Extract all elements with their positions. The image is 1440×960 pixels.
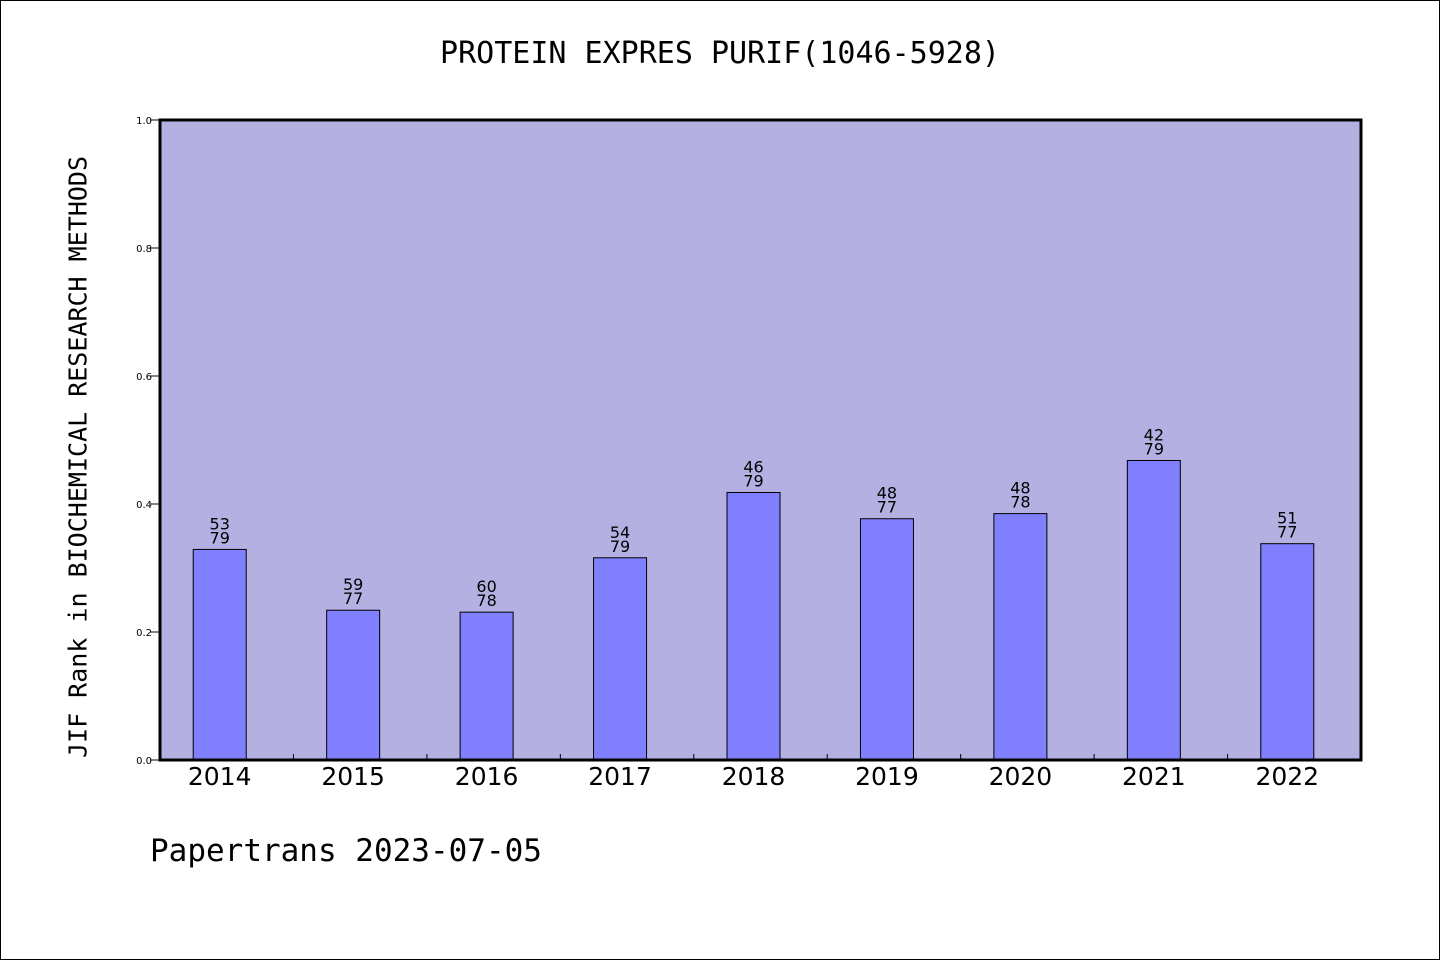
y-tick-label: 0.2	[136, 628, 152, 639]
bar-total-label: 79	[610, 537, 630, 556]
bar-rank-label: 53	[210, 514, 230, 533]
bar-rank-label: 60	[476, 577, 496, 596]
x-tick-label: 2021	[1122, 762, 1186, 791]
bar-total-label: 77	[1277, 523, 1297, 542]
bar-rank-label: 51	[1277, 509, 1297, 528]
x-axis-categories: 2014 2015 2016 2017 2018 2019 2020 2021 2022	[188, 754, 1319, 791]
bar-2018	[726, 491, 781, 761]
bar-2020	[993, 513, 1048, 761]
bar-rank-label: 48	[1010, 479, 1030, 498]
bar-total-label: 77	[343, 589, 363, 608]
x-tick-label: 2022	[1255, 762, 1319, 791]
x-tick-label: 2015	[321, 762, 385, 791]
x-tick-label: 2018	[722, 762, 786, 791]
bar-rank-label: 42	[1144, 425, 1164, 444]
bar-total-label: 78	[476, 591, 496, 610]
bar-2015	[326, 609, 381, 761]
bar-rank-label: 46	[743, 457, 763, 476]
bar-rank-label: 54	[610, 523, 630, 542]
y-axis-ticks: 0.0 0.2 0.4 0.6 0.8 1.0	[136, 116, 160, 767]
bar-2019	[859, 518, 914, 761]
bar-rank-label: 48	[877, 484, 897, 503]
bars	[192, 459, 1315, 761]
plot-border	[158, 118, 1363, 762]
y-tick-label: 0.8	[136, 244, 152, 255]
x-tick-label: 2019	[855, 762, 919, 791]
footer-credit: Papertrans 2023-07-05	[150, 833, 542, 869]
y-tick-label: 0.6	[136, 372, 152, 383]
chart-title: PROTEIN EXPRES PURIF(1046-5928)	[440, 36, 1000, 71]
y-tick-label: 0.4	[136, 500, 152, 511]
bar-2021	[1126, 459, 1181, 761]
y-tick-label: 1.0	[136, 116, 152, 127]
y-tick-label: 0.0	[136, 756, 152, 767]
bar-2022	[1260, 543, 1315, 761]
bar-total-label: 79	[1144, 439, 1164, 458]
x-tick-label: 2016	[455, 762, 519, 791]
bar-total-label: 79	[210, 528, 230, 547]
bar-total-label: 79	[743, 471, 763, 490]
bar-2014	[192, 548, 247, 761]
bar-rank-label: 59	[343, 575, 363, 594]
bar-total-label: 78	[1010, 493, 1030, 512]
x-tick-label: 2017	[588, 762, 652, 791]
x-tick-label: 2014	[188, 762, 252, 791]
bar-2017	[593, 557, 648, 761]
bar-2016	[459, 611, 514, 761]
x-tick-label: 2020	[989, 762, 1053, 791]
bar-total-label: 77	[877, 498, 897, 517]
